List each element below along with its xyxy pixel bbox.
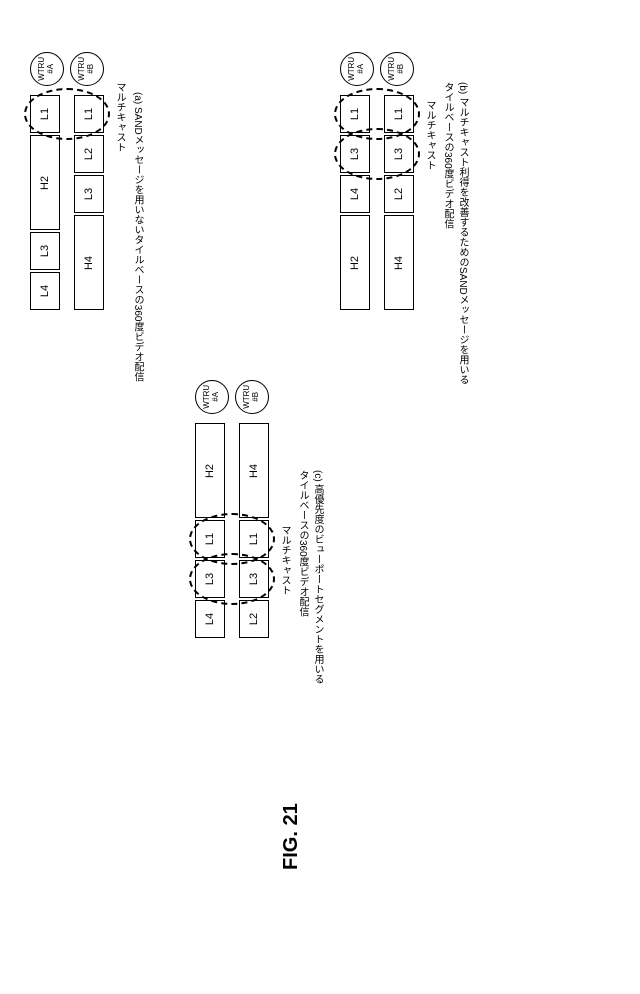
multicast-label-c: マルチキャスト <box>277 525 292 595</box>
multicast-label-a: マルチキャスト <box>112 82 127 152</box>
panel-b-row-b: L1 L3 L2 H4 <box>384 95 414 310</box>
wtru-a-label-c: WTRU #A <box>203 385 221 409</box>
tile-b-b-1: L3 <box>384 135 414 173</box>
panel-c-row-b: H4 L1 L3 L2 <box>239 423 269 638</box>
wtru-a-circle-c: WTRU #A <box>195 380 229 414</box>
tile-b-a-1: L3 <box>340 135 370 173</box>
tile-b-a-0: L1 <box>340 95 370 133</box>
panel-c-caption: (c) 高優先度のビューポートセグメントを用いる タイルベースの360度ビデオ配… <box>295 470 325 684</box>
wtru-b-label-b: WTRU #B <box>388 57 406 81</box>
panel-a-row-b: L1 L2 L3 H4 <box>74 95 104 310</box>
tile-a-b-1: L2 <box>74 135 104 173</box>
tile-b-a-3: H2 <box>340 215 370 310</box>
wtru-b-circle: WTRU #B <box>70 52 104 86</box>
tile-c-b-0: H4 <box>239 423 269 518</box>
tile-c-a-2: L3 <box>195 560 225 598</box>
wtru-b-circle-b: WTRU #B <box>380 52 414 86</box>
tile-a-b-3: H4 <box>74 215 104 310</box>
tile-c-a-1: L1 <box>195 520 225 558</box>
wtru-a-label-b: WTRU #A <box>348 57 366 81</box>
wtru-a-label: WTRU #A <box>38 57 56 81</box>
tile-a-b-2: L3 <box>74 175 104 213</box>
tile-a-a-0: L1 <box>30 95 60 133</box>
tile-a-a-3: L4 <box>30 272 60 310</box>
wtru-b-label-c: WTRU #B <box>243 385 261 409</box>
wtru-a-circle: WTRU #A <box>30 52 64 86</box>
tile-c-a-3: L4 <box>195 600 225 638</box>
wtru-a-circle-b: WTRU #A <box>340 52 374 86</box>
tile-c-a-0: H2 <box>195 423 225 518</box>
tile-a-b-0: L1 <box>74 95 104 133</box>
tile-b-b-2: L2 <box>384 175 414 213</box>
panel-c: WTRU #A WTRU #B H2 L1 L3 L4 H4 L1 L3 L2 … <box>195 380 495 640</box>
panel-a: WTRU #A WTRU #B L1 H2 L3 L4 L1 L2 L3 H4 … <box>30 52 330 302</box>
tile-b-b-0: L1 <box>384 95 414 133</box>
wtru-b-circle-c: WTRU #B <box>235 380 269 414</box>
multicast-label-b: マルチキャスト <box>422 100 437 170</box>
panel-b: WTRU #A WTRU #B L1 L3 L4 H2 L1 L3 L2 H4 … <box>340 52 640 312</box>
panel-b-caption: (b) マルチキャスト利得を改善するためのSANDメッセージを用いる タイルベー… <box>440 82 470 385</box>
panel-a-row-a: L1 H2 L3 L4 <box>30 95 60 310</box>
tile-b-b-3: H4 <box>384 215 414 310</box>
panel-c-row-a: H2 L1 L3 L4 <box>195 423 225 638</box>
tile-c-b-3: L2 <box>239 600 269 638</box>
wtru-b-label: WTRU #B <box>78 57 96 81</box>
tile-b-a-2: L4 <box>340 175 370 213</box>
tile-a-a-2: L3 <box>30 232 60 270</box>
tile-a-a-1: H2 <box>30 135 60 230</box>
tile-c-b-1: L1 <box>239 520 269 558</box>
figure-label: FIG. 21 <box>280 803 303 870</box>
tile-c-b-2: L3 <box>239 560 269 598</box>
panel-a-caption: (a) SANDメッセージを用いないタイルベースの360度ビデオ配信 <box>130 92 145 381</box>
panel-b-row-a: L1 L3 L4 H2 <box>340 95 370 310</box>
